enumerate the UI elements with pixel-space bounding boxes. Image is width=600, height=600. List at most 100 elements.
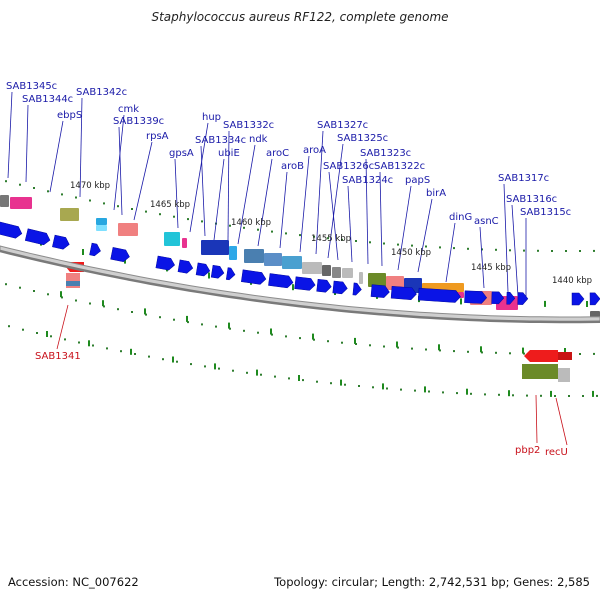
guide-dot [372, 386, 374, 389]
gene-feature-block [96, 225, 107, 231]
gene-feature-block [359, 272, 363, 284]
guide-dot [61, 193, 63, 196]
gene-feature-block [368, 273, 386, 287]
guide-dot [103, 202, 105, 205]
cds-arrow [52, 234, 70, 250]
guide-dot [383, 345, 385, 348]
guide-dot [316, 380, 318, 383]
guide-dot [467, 350, 469, 353]
leader-line [445, 222, 456, 283]
guide-dot [285, 232, 287, 235]
guide-dot [120, 350, 122, 353]
guide-dot [313, 338, 315, 341]
cds-arrow [589, 292, 600, 306]
guide-dot [414, 389, 416, 392]
cds-track [0, 221, 600, 306]
guide-dot [50, 335, 52, 338]
leader-line [555, 397, 568, 446]
guide-dot [257, 228, 259, 231]
guide-dot [481, 248, 483, 251]
gene-label-SAB1339c: SAB1339c [113, 116, 164, 127]
guide-dot [582, 395, 584, 397]
leader-line [535, 394, 538, 444]
gene-label-hup: hup [202, 112, 221, 123]
guide-dot [33, 187, 35, 189]
guide-dot [453, 350, 455, 353]
scale-tick [312, 333, 314, 340]
scale-tick [466, 388, 468, 395]
guide-dot [512, 394, 514, 397]
gene-feature-block [282, 256, 302, 269]
gene-arrow-reverse [524, 350, 558, 362]
guide-dot [369, 344, 371, 347]
cds-arrow [155, 255, 175, 271]
guide-dot [495, 248, 497, 251]
cds-arrow [352, 282, 362, 296]
guide-dot [596, 394, 598, 397]
scale-tick [424, 386, 426, 393]
guide-dot [22, 328, 24, 331]
guide-dot [271, 230, 273, 233]
guide-dot [439, 349, 441, 352]
gene-label-recU: recU [545, 447, 568, 458]
kbp-label: 1465 kbp [150, 200, 190, 210]
gene-label-SAB1342c: SAB1342c [76, 87, 127, 98]
guide-dot [260, 373, 262, 376]
scale-tick [298, 375, 300, 381]
kbp-label: 1450 kbp [391, 248, 431, 258]
scale-tick [144, 308, 146, 315]
guide-dot [92, 344, 94, 347]
kbp-label: 1460 kbp [231, 218, 271, 228]
cds-arrow [177, 259, 194, 274]
guide-dot [341, 238, 343, 241]
gene-label-dinG: dinG [449, 212, 472, 223]
gene-label-pbp2: pbp2 [515, 445, 540, 456]
leader-line [49, 120, 64, 193]
guide-dot [411, 244, 413, 247]
gene-label-SAB1327c: SAB1327c [317, 120, 368, 131]
guide-dot [509, 352, 511, 355]
cds-arrow [491, 291, 505, 305]
guide-dot [145, 210, 147, 213]
guide-dot [593, 352, 595, 355]
cds-arrow [571, 292, 585, 306]
gene-feature-block [244, 249, 264, 263]
scale-tick [592, 390, 594, 397]
guide-dot [568, 395, 570, 397]
leader-line [347, 185, 353, 263]
guide-dot [467, 247, 469, 250]
guide-dot [162, 358, 164, 361]
guide-dot [201, 220, 203, 223]
gene-feature-block [66, 281, 80, 286]
gene-label-SAB1332c: SAB1332c [223, 120, 274, 131]
guide-dot [64, 338, 66, 341]
gene-feature-block [118, 223, 138, 236]
guide-dot [274, 375, 276, 378]
scale-tick [292, 284, 294, 291]
map-title: Staphylococcus aureus RF122, complete ge… [151, 10, 449, 24]
scale-tick [186, 315, 188, 322]
guide-dot [229, 224, 231, 227]
guide-dot [498, 393, 500, 396]
scale-tick [46, 331, 48, 337]
leader-line [315, 130, 324, 255]
gene-feature-block [96, 218, 107, 225]
guide-dot [75, 299, 77, 302]
cds-arrow [110, 247, 130, 262]
guide-dot [257, 331, 259, 334]
gene-label-aroB: aroB [281, 161, 304, 172]
guide-dot [148, 355, 150, 358]
guide-dot [89, 199, 91, 202]
guide-dot [341, 341, 343, 344]
leader-line [328, 171, 339, 261]
gene-label-SAB1334c: SAB1334c [195, 135, 246, 146]
gene-label-asnC: asnC [474, 216, 499, 227]
gene-label-SAB1344c: SAB1344c [22, 94, 73, 105]
guide-dot [33, 290, 35, 292]
scale-tick [480, 346, 482, 353]
gene-feature-block [322, 265, 331, 276]
guide-dot [201, 323, 203, 326]
guide-dot [456, 392, 458, 395]
scale-tick [214, 363, 216, 370]
